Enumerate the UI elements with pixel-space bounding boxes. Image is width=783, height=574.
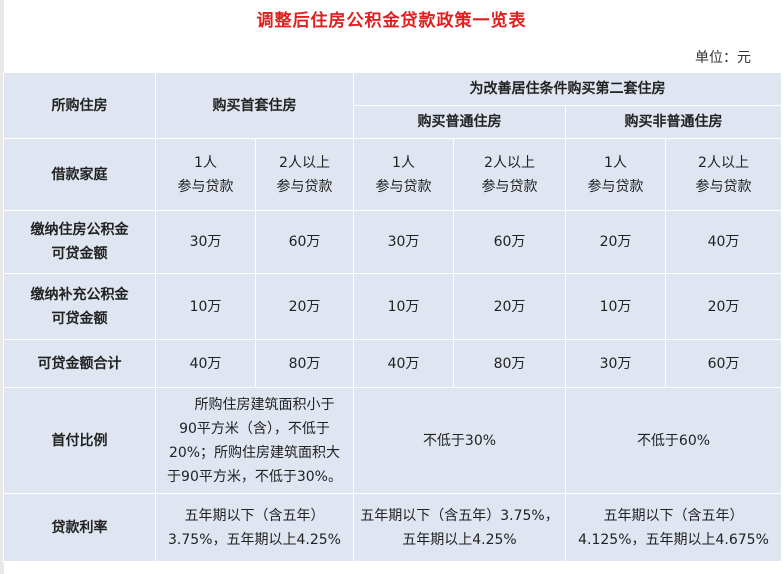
row-header-down-payment: 首付比例 <box>3 387 156 494</box>
cell-line: 20%；所购住房建筑面积大 <box>168 444 341 461</box>
non-ordinary-down-payment: 不低于60% <box>565 387 782 494</box>
ordinary-interest-rate: 五年期以下（含五年）3.75%， 五年期以上4.25% <box>353 493 566 562</box>
housing-fund-row: 缴纳住房公积金 可贷金额 30万 60万 30万 60万 20万 40万 <box>3 210 782 274</box>
cell-line: 2人以上 <box>484 154 535 171</box>
ordinary-down-payment: 不低于30% <box>353 387 566 494</box>
cell-line: 1人 <box>194 154 217 171</box>
amount-cell: 20万 <box>565 210 666 274</box>
total-row: 可贷金额合计 40万 80万 40万 80万 30万 60万 <box>3 339 782 388</box>
cell-line: 五年期以上4.25% <box>402 531 517 548</box>
one-person-cell: 1人参与贷款 <box>565 138 666 211</box>
amount-cell: 10万 <box>353 273 454 340</box>
cell-line: 五年期以下（含五年） <box>184 507 325 524</box>
row-header-supplementary-fund: 缴纳补充公积金 可贷金额 <box>3 273 156 340</box>
second-home-header: 为改善居住条件购买第二套住房 <box>353 72 782 106</box>
row-header-total: 可贷金额合计 <box>3 339 156 388</box>
cell-line: 1人 <box>604 154 627 171</box>
amount-cell: 30万 <box>565 339 666 388</box>
row-header-housing: 所购住房 <box>3 72 156 139</box>
first-home-down-payment: 所购住房建筑面积小于 90平方米（含），不低于 20%；所购住房建筑面积大 于9… <box>155 387 354 494</box>
policy-table: 所购住房 购买首套住房 为改善居住条件购买第二套住房 购买普通住房 购买非普通住… <box>3 72 782 562</box>
cell-line: 参与贷款 <box>587 178 644 195</box>
two-plus-cell: 2人以上参与贷款 <box>665 138 782 211</box>
amount-cell: 40万 <box>353 339 454 388</box>
amount-cell: 30万 <box>353 210 454 274</box>
cell-line: 参与贷款 <box>375 178 432 195</box>
row-header-borrowers: 借款家庭 <box>3 138 156 211</box>
amount-cell: 10万 <box>565 273 666 340</box>
cell-line: 2人以上 <box>279 154 330 171</box>
cell-line: 参与贷款 <box>481 178 538 195</box>
non-ordinary-housing-header: 购买非普通住房 <box>565 105 782 139</box>
row-header-housing-fund: 缴纳住房公积金 可贷金额 <box>3 210 156 274</box>
cell-line: 90平方米（含），不低于 <box>179 420 330 437</box>
amount-cell: 40万 <box>665 210 782 274</box>
first-home-header: 购买首套住房 <box>155 72 354 139</box>
cell-line: 1人 <box>392 154 415 171</box>
cell-line: 参与贷款 <box>177 178 234 195</box>
one-person-cell: 1人参与贷款 <box>155 138 256 211</box>
unit-label: 单位：元 <box>695 50 751 66</box>
interest-rate-row: 贷款利率 五年期以下（含五年） 3.75%，五年期以上4.25% 五年期以下（含… <box>3 493 782 562</box>
ordinary-housing-header: 购买普通住房 <box>353 105 566 139</box>
cell-line: 五年期以下（含五年） <box>603 507 744 524</box>
cell-line: 可贷金额 <box>51 310 108 327</box>
amount-cell: 20万 <box>665 273 782 340</box>
two-plus-cell: 2人以上参与贷款 <box>453 138 566 211</box>
left-edge-strip <box>0 0 4 574</box>
amount-cell: 60万 <box>665 339 782 388</box>
cell-line: 五年期以下（含五年）3.75%， <box>360 507 559 524</box>
cell-line: 所购住房建筑面积小于 <box>194 396 335 413</box>
cell-line: 2人以上 <box>698 154 749 171</box>
amount-cell: 80万 <box>453 339 566 388</box>
cell-line: 参与贷款 <box>695 178 752 195</box>
cell-line: 缴纳补充公积金 <box>30 286 129 303</box>
amount-cell: 30万 <box>155 210 256 274</box>
down-payment-row: 首付比例 所购住房建筑面积小于 90平方米（含），不低于 20%；所购住房建筑面… <box>3 387 782 494</box>
supplementary-fund-row: 缴纳补充公积金 可贷金额 10万 20万 10万 20万 10万 20万 <box>3 273 782 340</box>
one-person-cell: 1人参与贷款 <box>353 138 454 211</box>
header-row-sub: 购买普通住房 购买非普通住房 <box>4 105 782 139</box>
amount-cell: 20万 <box>255 273 354 340</box>
amount-cell: 10万 <box>155 273 256 340</box>
two-plus-cell: 2人以上参与贷款 <box>255 138 354 211</box>
page-title: 调整后住房公积金贷款政策一览表 <box>256 11 527 31</box>
borrowers-row: 借款家庭 1人参与贷款 2人以上参与贷款 1人参与贷款 2人以上参与贷款 1人参… <box>3 138 782 211</box>
non-ordinary-interest-rate: 五年期以下（含五年） 4.125%，五年期以上4.675% <box>565 493 782 562</box>
header-row-top: 所购住房 购买首套住房 为改善居住条件购买第二套住房 <box>3 72 782 139</box>
row-header-interest-rate: 贷款利率 <box>3 493 156 562</box>
cell-line: 于90平方米，不低于30%。 <box>167 468 342 485</box>
cell-line: 3.75%，五年期以上4.25% <box>168 531 341 548</box>
cell-line: 可贷金额 <box>51 246 108 262</box>
cell-line: 参与贷款 <box>276 178 333 195</box>
amount-cell: 60万 <box>255 210 354 274</box>
cell-line: 缴纳住房公积金 <box>30 222 129 238</box>
amount-cell: 20万 <box>453 273 566 340</box>
amount-cell: 80万 <box>255 339 354 388</box>
amount-cell: 40万 <box>155 339 256 388</box>
amount-cell: 60万 <box>453 210 566 274</box>
first-home-interest-rate: 五年期以下（含五年） 3.75%，五年期以上4.25% <box>155 493 354 562</box>
cell-line: 4.125%，五年期以上4.675% <box>578 531 769 548</box>
